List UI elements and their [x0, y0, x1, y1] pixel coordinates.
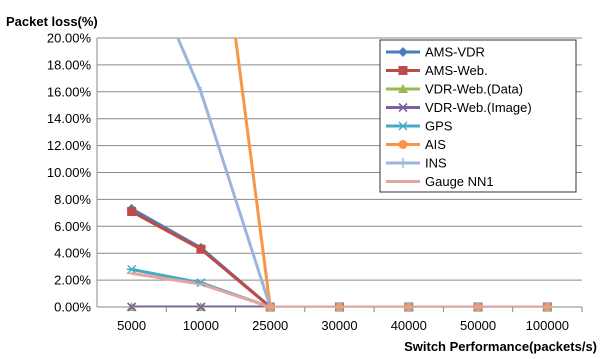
- data-point-ams-web: [127, 207, 137, 217]
- legend-marker-ins: [398, 158, 408, 168]
- legend-label-gauge-nn1: Gauge NN1: [425, 174, 494, 189]
- x-tick-label: 50000: [460, 318, 496, 333]
- data-point-ams-web: [196, 244, 206, 254]
- legend-marker-ams-web: [398, 66, 408, 75]
- legend-marker-gps: [398, 121, 408, 131]
- x-axis-title: Switch Performance(packets/s): [404, 339, 597, 354]
- y-tick-label: 16.00%: [47, 84, 92, 99]
- y-axis-tick-labels: 0.00% 2.00% 4.00% 6.00% 8.00% 10.00% 12.00% 14.…: [47, 31, 92, 315]
- y-tick-label: 8.00%: [54, 192, 91, 207]
- x-tick-label: 100000: [526, 318, 569, 333]
- legend-label-gps: GPS: [425, 119, 453, 134]
- y-tick-label: 2.00%: [54, 273, 91, 288]
- legend-box: [379, 39, 577, 193]
- legend-label-vdr-web-image: VDR-Web.(Image): [425, 100, 532, 115]
- legend-marker-ais: [398, 140, 408, 149]
- legend-marker-vdr-web-image: [398, 102, 408, 113]
- legend-label-ams-web: AMS-Web.: [425, 63, 488, 78]
- y-tick-label: 12.00%: [47, 138, 92, 153]
- data-point-vdr-web-image: [127, 302, 137, 312]
- x-tick-label: 10000: [183, 318, 219, 333]
- x-tick-label: 40000: [391, 318, 427, 333]
- x-tick-label: 25000: [252, 318, 288, 333]
- y-tick-label: 4.00%: [54, 246, 91, 261]
- y-tick-label: 20.00%: [47, 31, 92, 46]
- data-point-vdr-web-image: [196, 302, 206, 312]
- legend-label-ais: AIS: [425, 137, 446, 152]
- series-markers: [126, 86, 553, 312]
- y-tick-label: 0.00%: [54, 300, 91, 315]
- y-tick-label: 18.00%: [47, 57, 92, 72]
- y-tick-label: 14.00%: [47, 111, 92, 126]
- legend: AMS-VDR AMS-Web. VDR-Web.(Data) VDR-Web.(Im…: [379, 39, 577, 193]
- x-axis-tick-labels: 5000 10000 25000 30000 40000 50000 100000: [117, 307, 583, 333]
- y-tick-label: 10.00%: [47, 165, 92, 180]
- y-axis-title: Packet loss(%): [6, 14, 98, 29]
- legend-label-ams-vdr: AMS-VDR: [425, 45, 485, 60]
- legend-marker-ams-vdr: [398, 47, 408, 57]
- legend-label-ins: INS: [425, 156, 447, 171]
- data-point-gps: [195, 278, 206, 288]
- x-tick-label: 5000: [117, 318, 146, 333]
- x-tick-label: 30000: [321, 318, 357, 333]
- legend-label-vdr-web-data: VDR-Web.(Data): [425, 82, 523, 97]
- data-point-gps: [126, 264, 137, 274]
- y-tick-label: 6.00%: [54, 219, 91, 234]
- legend-marker-vdr-web-data: [398, 84, 408, 93]
- data-point-ins: [195, 86, 206, 97]
